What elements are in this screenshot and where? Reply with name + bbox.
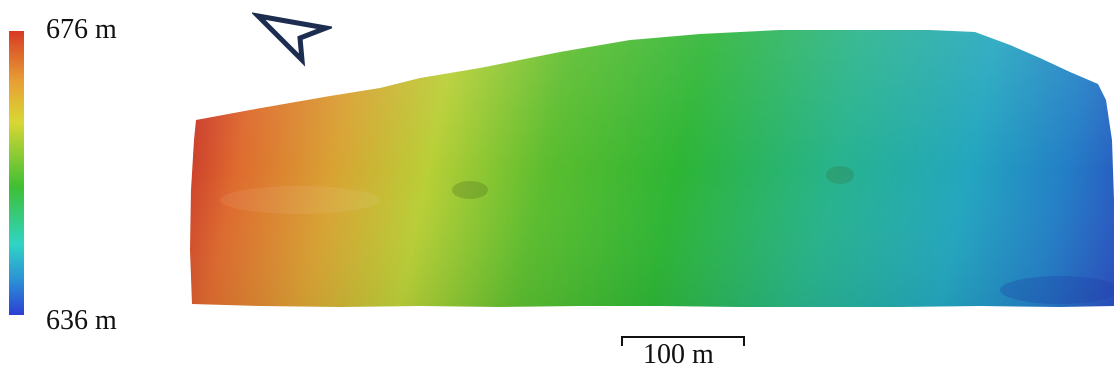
elevation-max-label: 676 m [46,14,117,45]
scale-bar-label: 100 m [643,339,714,370]
scale-bar [621,336,745,346]
elevation-min-label: 636 m [46,305,117,336]
elevation-colorbar [9,31,24,315]
north-arrow-icon [252,12,332,67]
